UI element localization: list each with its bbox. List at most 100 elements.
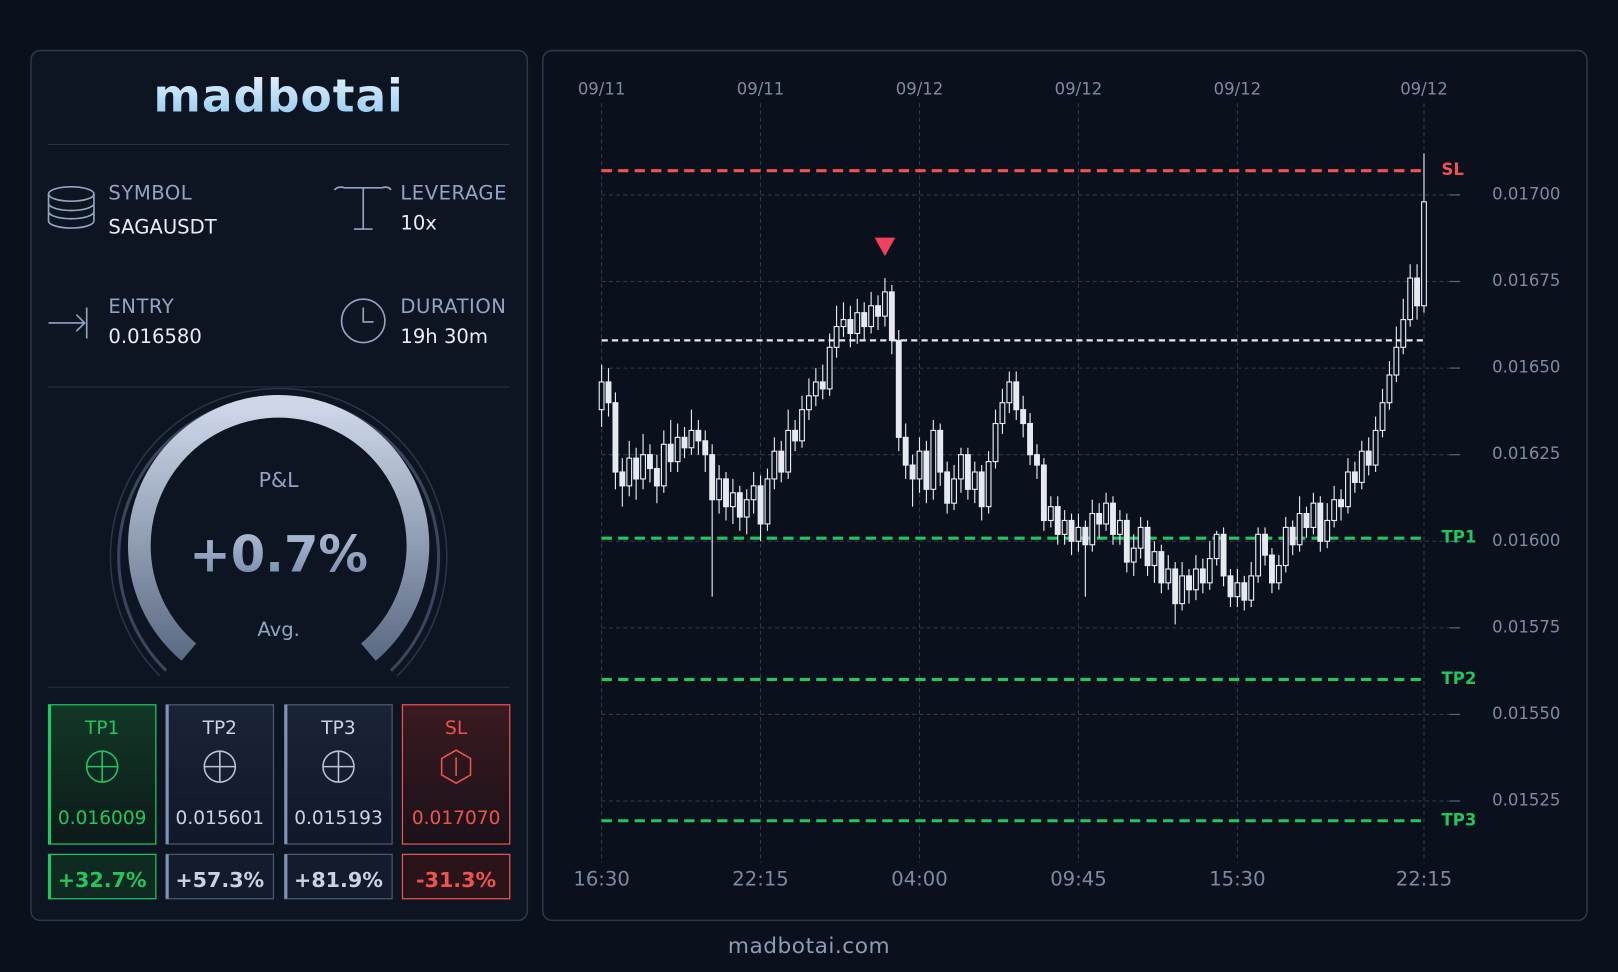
y-tick-label: 0.01575 <box>1492 617 1560 636</box>
candle-body <box>1393 346 1400 376</box>
candle-body <box>778 450 785 473</box>
field-label: DURATION <box>400 295 506 318</box>
candle-body <box>1151 551 1158 567</box>
footer: madbotai.com <box>728 934 890 959</box>
candle-body <box>1386 374 1393 404</box>
candle-body <box>1372 429 1379 466</box>
icon-part <box>340 298 386 344</box>
candle-body <box>667 443 674 463</box>
candle-body <box>1137 526 1144 549</box>
gauge-arc <box>128 394 430 661</box>
candle-body <box>695 429 702 442</box>
target-tp3: TP3 0.015193 +81.9% <box>284 704 393 900</box>
candle-body <box>1040 464 1047 522</box>
candle-body <box>1082 526 1089 546</box>
x-tick-label: 22:15 <box>1396 868 1452 891</box>
target-label: TP2 <box>202 718 237 739</box>
candle-body <box>1186 575 1192 591</box>
x-tick-label: 16:30 <box>573 868 629 891</box>
x-tick-label: 22:15 <box>732 868 788 891</box>
candle-body <box>805 395 812 411</box>
candle-body <box>598 381 605 411</box>
candle-body <box>1400 319 1407 348</box>
field-value: 19h 30m <box>400 325 488 348</box>
target-icon <box>440 749 472 785</box>
field-label: ENTRY <box>108 295 174 318</box>
candle-body <box>792 429 799 442</box>
candle-body <box>875 305 881 317</box>
candle-body <box>833 325 840 348</box>
candle-body <box>1407 277 1414 321</box>
candle-body <box>1192 568 1199 591</box>
candle-body <box>743 499 750 518</box>
change-box <box>401 853 511 900</box>
candle-body <box>1324 519 1331 542</box>
target-price: 0.015601 <box>176 808 265 829</box>
candle-body <box>812 381 819 397</box>
candle-body <box>736 492 743 518</box>
gauge-label: P&L <box>259 468 300 492</box>
candle-body <box>971 471 978 490</box>
candle-body <box>626 457 633 487</box>
candle-body <box>1144 526 1151 567</box>
x-tick-label: 04:00 <box>891 868 947 891</box>
target-price: 0.015193 <box>294 808 383 829</box>
candle-body <box>1414 277 1421 307</box>
target-label: TP1 <box>84 718 119 739</box>
gauge-sublabel: Avg. <box>257 618 300 641</box>
candle-body <box>958 454 964 480</box>
candle-body <box>985 461 992 508</box>
candle-body <box>861 312 868 328</box>
gauge-ring <box>109 387 448 677</box>
candle-body <box>1020 409 1027 425</box>
candle-body <box>1289 526 1296 546</box>
candle-body <box>1227 575 1234 598</box>
candle-body <box>1262 533 1268 556</box>
candle-body <box>674 436 681 463</box>
candle-body <box>702 440 709 456</box>
duration-icon <box>340 298 386 344</box>
candle-body <box>1165 568 1172 584</box>
field-value: SAGAUSDT <box>108 216 217 239</box>
candle-body <box>819 381 826 390</box>
candle-body <box>1310 502 1317 528</box>
candle-body <box>785 429 792 473</box>
candle-body <box>847 319 854 335</box>
target-tp2: TP2 0.015601 +57.3% <box>165 704 275 900</box>
candle-body <box>992 422 999 463</box>
info-panel <box>30 49 529 922</box>
candle-body <box>888 291 895 341</box>
level-label: SL <box>1442 160 1465 179</box>
candle-body <box>1199 568 1206 584</box>
field-value: 10x <box>400 211 437 234</box>
candle-body <box>1358 450 1365 483</box>
entry-icon <box>48 307 88 339</box>
level-label: TP2 <box>1442 669 1477 688</box>
candle-body <box>1089 512 1096 546</box>
candle-body <box>771 450 778 480</box>
target-label: SL <box>445 718 468 739</box>
candle-body <box>1345 471 1351 508</box>
date-label: 09/12 <box>1214 79 1262 98</box>
candle-body <box>1275 564 1282 584</box>
candle-body <box>1351 471 1358 483</box>
candle-body <box>964 454 971 490</box>
candle-body <box>1213 533 1220 560</box>
candle-body <box>1096 512 1103 525</box>
candle-body <box>1047 506 1054 522</box>
target-icon <box>203 750 237 783</box>
candle-body <box>757 485 764 525</box>
candle-body <box>1075 526 1082 542</box>
date-label: 09/11 <box>578 79 626 98</box>
candle-body <box>909 464 916 480</box>
candle-body <box>1123 519 1130 563</box>
x-tick-label: 09:45 <box>1050 868 1106 891</box>
brand: madbotai <box>154 70 404 123</box>
candle-body <box>951 478 957 504</box>
candle-body <box>840 319 847 328</box>
candle-body <box>1206 558 1213 584</box>
target-change: +57.3% <box>175 868 264 892</box>
y-tick-label: 0.01625 <box>1492 444 1560 463</box>
candle-body <box>923 450 930 490</box>
candle-body <box>605 381 612 404</box>
